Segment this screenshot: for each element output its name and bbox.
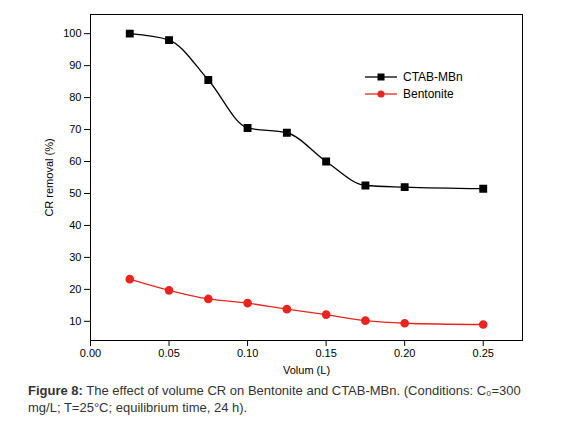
svg-text:0.15: 0.15 xyxy=(315,347,336,359)
svg-text:80: 80 xyxy=(69,91,81,103)
svg-text:0.20: 0.20 xyxy=(394,347,415,359)
svg-text:10: 10 xyxy=(69,315,81,327)
svg-text:30: 30 xyxy=(69,251,81,263)
svg-text:50: 50 xyxy=(69,187,81,199)
svg-text:60: 60 xyxy=(69,155,81,167)
html-text:CTAB-MBn: CTAB-MBn xyxy=(403,69,463,84)
svg-text:Volum (L): Volum (L) xyxy=(283,364,330,376)
svg-text:90: 90 xyxy=(69,59,81,71)
svg-text:0.25: 0.25 xyxy=(473,347,494,359)
svg-text:20: 20 xyxy=(69,283,81,295)
svg-text:0.05: 0.05 xyxy=(158,347,179,359)
svg-text:100: 100 xyxy=(63,27,81,39)
svg-text:40: 40 xyxy=(69,219,81,231)
svg-text:0.10: 0.10 xyxy=(237,347,258,359)
html-text:Bentonite: Bentonite xyxy=(403,86,454,101)
svg-text:70: 70 xyxy=(69,123,81,135)
svg-text:CR removal (%): CR removal (%) xyxy=(43,138,55,216)
html-text:Figure 8: The effect of volume: Figure 8: The effect of volume CR on Ben… xyxy=(28,383,521,415)
svg-text:0.00: 0.00 xyxy=(80,347,101,359)
